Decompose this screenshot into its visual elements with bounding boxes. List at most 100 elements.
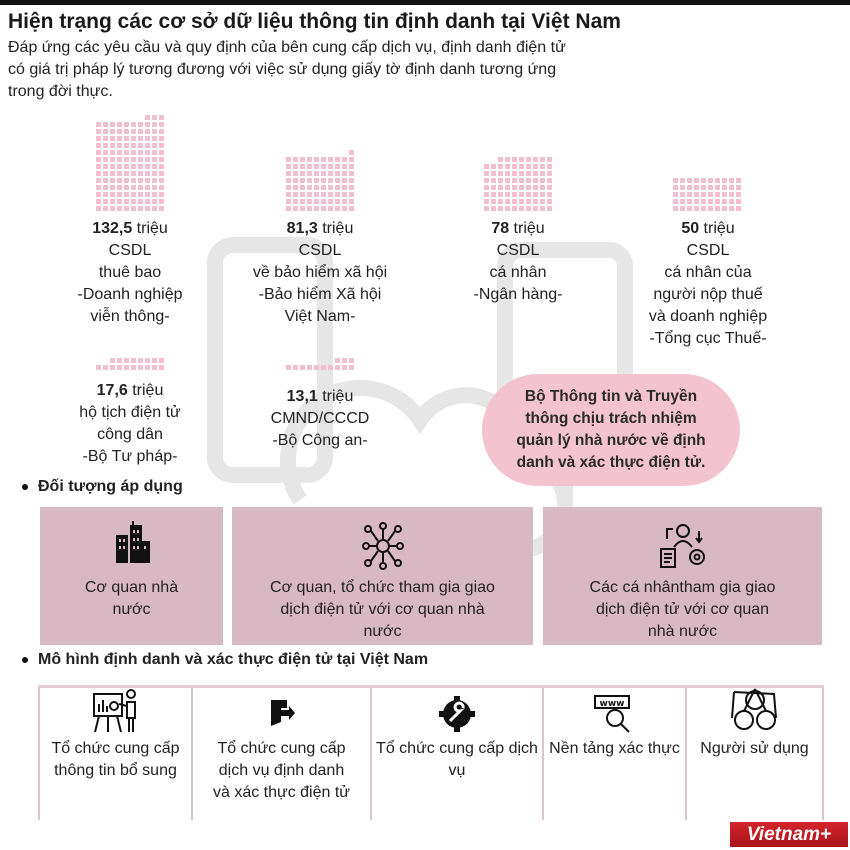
- waffle-cell: [547, 157, 552, 162]
- waffle-cell: [103, 199, 108, 204]
- waffle-cell: [673, 206, 678, 211]
- waffle-cell: [124, 143, 129, 148]
- waffle-cell: [117, 199, 122, 204]
- stat-description-line: CSDL: [298, 242, 342, 259]
- waffle-cell: [145, 122, 150, 127]
- waffle-cell: [526, 206, 531, 211]
- waffle-cell: [680, 178, 685, 183]
- waffle-cell: [293, 157, 298, 162]
- waffle-cell: [512, 171, 517, 176]
- waffle-cell: [736, 199, 741, 204]
- waffle-cell: [110, 136, 115, 141]
- waffle-cell: [152, 192, 157, 197]
- waffle-cell: [138, 178, 143, 183]
- waffle-cell: [526, 178, 531, 183]
- waffle-cell: [342, 185, 347, 190]
- stat-unit: triệu: [317, 220, 354, 237]
- waffle-cell: [680, 206, 685, 211]
- waffle-cell: [533, 171, 538, 176]
- waffle-cell: [736, 206, 741, 211]
- waffle-cell: [328, 164, 333, 169]
- waffle-cell: [498, 178, 503, 183]
- waffle-cell: [159, 365, 164, 370]
- building-icon: [115, 521, 150, 563]
- waffle-cell: [321, 178, 326, 183]
- waffle-cell: [328, 178, 333, 183]
- waffle-cell: [512, 199, 517, 204]
- waffle-cell: [300, 171, 305, 176]
- stat-value: 17,6: [96, 382, 128, 399]
- stat-description-line: và doanh nghiệp: [648, 308, 768, 325]
- waffle-cell: [314, 192, 319, 197]
- waffle-cell: [533, 185, 538, 190]
- waffle-cell: [540, 157, 545, 162]
- waffle-cell: [491, 192, 496, 197]
- waffle-cell: [314, 171, 319, 176]
- waffle-cell: [722, 178, 727, 183]
- waffle-cell: [519, 164, 524, 169]
- waffle-cell: [540, 192, 545, 197]
- waffle-cell: [138, 157, 143, 162]
- waffle-cell: [673, 199, 678, 204]
- waffle-cell: [110, 129, 115, 134]
- waffle-cell: [131, 157, 136, 162]
- waffle-cell: [680, 199, 685, 204]
- waffle-cell: [491, 185, 496, 190]
- waffle-cell: [103, 206, 108, 211]
- stat-description-line: công dân: [97, 426, 163, 443]
- waffle-cell: [96, 192, 101, 197]
- waffle-cell: [512, 157, 517, 162]
- waffle-cell: [342, 358, 347, 363]
- waffle-cell: [349, 192, 354, 197]
- waffle-cell: [519, 157, 524, 162]
- waffle-cell: [145, 150, 150, 155]
- model-item: Tổ chức cung cấp dịch vụ: [370, 688, 542, 820]
- model-item: Tổ chức cung cấp dịch vụ định danh và xá…: [191, 688, 370, 820]
- waffle-cell: [117, 143, 122, 148]
- waffle-chart: [95, 357, 165, 371]
- waffle-cell: [533, 157, 538, 162]
- model-label: Tổ chức cung cấp dịch vụ: [376, 740, 538, 779]
- page-subtitle: Đáp ứng các yêu cầu và quy định của bên …: [8, 39, 566, 100]
- waffle-cell: [729, 192, 734, 197]
- waffle-cell: [293, 178, 298, 183]
- waffle-cell: [349, 206, 354, 211]
- waffle-cell: [300, 164, 305, 169]
- waffle-cell: [131, 150, 136, 155]
- waffle-cell: [124, 206, 129, 211]
- waffle-cell: [533, 192, 538, 197]
- waffle-cell: [124, 365, 129, 370]
- waffle-cell: [159, 358, 164, 363]
- vietnamplus-logo: Vietnam+: [730, 822, 848, 847]
- waffle-cell: [96, 150, 101, 155]
- waffle-cell: [117, 157, 122, 162]
- waffle-cell: [96, 185, 101, 190]
- waffle-cell: [701, 185, 706, 190]
- waffle-cell: [110, 206, 115, 211]
- waffle-cell: [321, 199, 326, 204]
- stat-description-line: CSDL: [108, 242, 152, 259]
- waffle-cell: [335, 171, 340, 176]
- waffle-cell: [729, 206, 734, 211]
- waffle-cell: [286, 206, 291, 211]
- waffle-cell: [96, 206, 101, 211]
- waffle-cell: [547, 171, 552, 176]
- waffle-cell: [512, 185, 517, 190]
- waffle-cell: [694, 206, 699, 211]
- waffle-cell: [145, 171, 150, 176]
- waffle-cell: [708, 192, 713, 197]
- waffle-cell: [484, 171, 489, 176]
- model-item: Người sử dụng: [685, 688, 824, 820]
- waffle-cell: [540, 185, 545, 190]
- waffle-cell: [335, 206, 340, 211]
- waffle-cell: [96, 171, 101, 176]
- waffle-cell: [687, 206, 692, 211]
- waffle-cell: [321, 206, 326, 211]
- stat-value: 81,3: [286, 220, 318, 237]
- waffle-cell: [314, 199, 319, 204]
- model-label: Người sử dụng: [700, 740, 809, 757]
- waffle-cell: [152, 365, 157, 370]
- waffle-cell: [533, 199, 538, 204]
- waffle-cell: [547, 185, 552, 190]
- waffle-cell: [145, 157, 150, 162]
